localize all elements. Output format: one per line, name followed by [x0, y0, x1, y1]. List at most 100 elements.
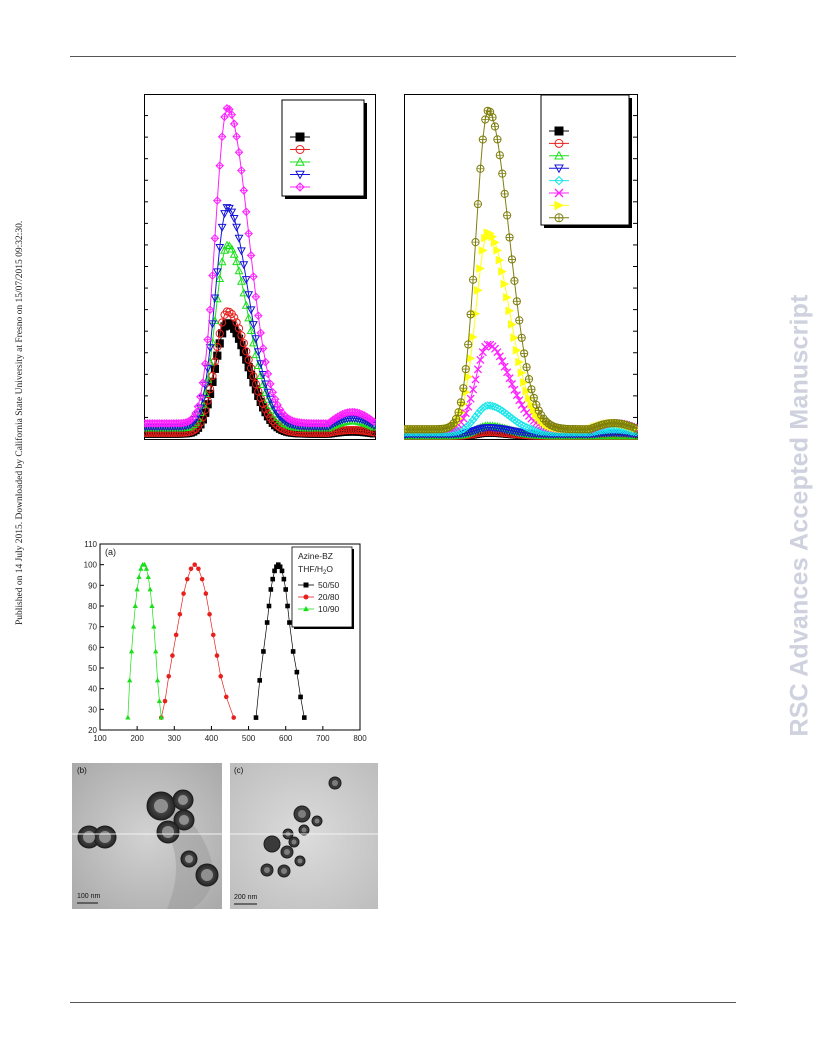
- x-tick-label: 300: [168, 734, 182, 743]
- data-point: [520, 378, 529, 387]
- data-point: [500, 279, 510, 289]
- data-point: [134, 586, 140, 592]
- data-point: [522, 386, 532, 396]
- data-point: [519, 421, 529, 431]
- data-point: [215, 273, 225, 283]
- data-point: [138, 565, 144, 571]
- data-point-cross: [527, 385, 536, 393]
- data-point: [151, 623, 157, 629]
- data-point: [217, 223, 227, 232]
- data-point: [495, 404, 505, 414]
- data-point: [234, 234, 244, 243]
- data-point: [214, 653, 220, 658]
- data-point: [236, 247, 246, 256]
- data-point: [514, 419, 524, 428]
- data-point: [468, 332, 478, 342]
- data-point: [476, 264, 486, 273]
- data-point: [237, 331, 246, 340]
- y-tick-label: 30: [88, 705, 97, 714]
- tem-image-c: (c) 200 nm: [230, 763, 378, 909]
- data-point: [184, 576, 190, 582]
- data-point: [166, 673, 172, 679]
- data-point: [493, 245, 503, 255]
- data-point: [132, 603, 138, 608]
- data-point: [253, 715, 259, 720]
- data-point: [251, 335, 261, 344]
- data-point: [264, 620, 270, 625]
- data-point: [251, 292, 261, 302]
- data-point: [239, 339, 248, 348]
- legend-subscript: 2: [323, 570, 327, 576]
- data-point: [266, 603, 272, 609]
- data-point: [270, 576, 276, 582]
- data-point: [486, 340, 495, 349]
- data-point: [222, 204, 232, 213]
- data-point-cross: [505, 233, 514, 242]
- data-point: [495, 255, 505, 265]
- data-point-cross: [522, 363, 531, 371]
- legend-subtitle: THF/H2O: [298, 564, 333, 576]
- data-point: [301, 715, 307, 720]
- data-point: [517, 420, 527, 430]
- legend-marker: [554, 164, 564, 174]
- data-point: [210, 632, 216, 638]
- data-point: [244, 291, 254, 300]
- data-point: [212, 268, 222, 277]
- data-point: [515, 396, 524, 405]
- data-point: [217, 132, 227, 142]
- data-point: [529, 425, 539, 435]
- data-point: [207, 611, 212, 617]
- legend-marker-cross: [555, 213, 563, 222]
- data-point: [485, 401, 495, 410]
- legend-label: 10/90: [318, 604, 340, 614]
- data-point-cross: [488, 113, 497, 121]
- data-point: [500, 362, 509, 371]
- x-tick-label: 200: [130, 734, 144, 743]
- data-point: [279, 568, 285, 574]
- data-point: [215, 244, 225, 253]
- panel-label-c: (c): [234, 766, 244, 775]
- data-point: [227, 244, 237, 253]
- data-point: [246, 326, 256, 335]
- data-point: [534, 426, 544, 436]
- data-point: [173, 632, 179, 638]
- legend-marker: [295, 145, 305, 154]
- x-tick-label: 400: [205, 734, 219, 743]
- data-point: [225, 307, 234, 317]
- data-point: [213, 196, 222, 205]
- x-tick-label: 800: [353, 734, 367, 743]
- data-point: [154, 677, 161, 683]
- data-point: [246, 306, 256, 315]
- data-point: [265, 400, 275, 409]
- legend-marker: [554, 126, 564, 136]
- data-point: [147, 586, 153, 592]
- data-point: [251, 380, 260, 389]
- data-point: [268, 587, 274, 592]
- tem-micrograph-c: [230, 763, 378, 909]
- data-point: [473, 365, 483, 374]
- data-point: [287, 620, 292, 625]
- data-point: [524, 424, 534, 433]
- data-point-cross: [501, 190, 509, 198]
- data-point: [234, 324, 244, 333]
- y-tick-label: 90: [88, 581, 97, 590]
- series-line-10/90: [127, 564, 162, 718]
- data-point: [205, 305, 215, 315]
- data-point: [220, 245, 229, 254]
- y-tick-label: 70: [88, 623, 97, 632]
- data-point: [468, 427, 478, 436]
- data-point: [512, 345, 522, 355]
- data-point: [512, 391, 521, 400]
- spectra-chart-right: [404, 94, 638, 440]
- x-tick-label: 700: [316, 734, 330, 743]
- data-point: [459, 414, 468, 423]
- data-point: [503, 292, 512, 302]
- data-point-cross: [491, 122, 499, 131]
- data-point: [229, 214, 239, 223]
- data-point: [249, 372, 258, 381]
- data-point: [510, 385, 519, 394]
- data-point: [461, 423, 471, 432]
- scale-bar-b: 100 nm: [77, 893, 101, 900]
- data-point: [232, 257, 242, 266]
- data-point: [230, 313, 239, 322]
